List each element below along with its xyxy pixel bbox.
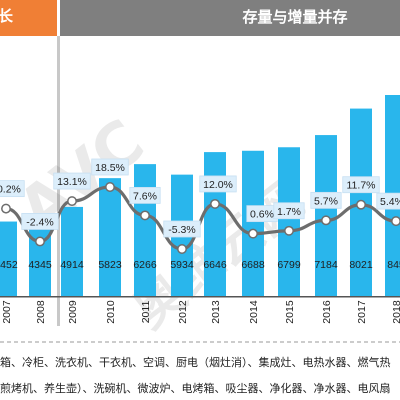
growth-label-box-2018 xyxy=(376,192,400,210)
growth-label-box-2008 xyxy=(21,213,59,230)
left-header-band xyxy=(0,0,57,36)
footer-line-2: 煎烤机、养生壶）、洗碗机、微波炉、电烤箱、吸尘器、净化器、净水器、电风扇 xyxy=(0,381,391,395)
growth-point-2014 xyxy=(248,228,258,239)
growth-label-2011: 7.6% xyxy=(133,190,157,202)
growth-point-2011 xyxy=(140,210,150,221)
bar-2010 xyxy=(99,178,121,296)
bar-2007 xyxy=(0,221,17,296)
value-label-2011: 6266 xyxy=(133,259,157,271)
value-label-2010: 5823 xyxy=(98,259,122,271)
year-label-2008: 2008 xyxy=(35,300,47,324)
right-header-band xyxy=(60,0,400,36)
growth-label-2010: 18.5% xyxy=(95,162,125,174)
growth-label-box-2012 xyxy=(163,220,201,238)
growth-point-2012 xyxy=(177,244,187,254)
value-label-2009: 4914 xyxy=(60,259,84,271)
year-label-2009: 2009 xyxy=(67,300,79,324)
value-label-2014: 6688 xyxy=(241,259,265,271)
growth-label-box-2009 xyxy=(53,172,91,190)
growth-point-2017 xyxy=(356,199,366,210)
bar-2008 xyxy=(29,224,51,296)
growth-label-box-2017 xyxy=(342,176,380,194)
bar-2015 xyxy=(278,147,300,296)
growth-point-2016 xyxy=(321,215,331,226)
labels-layer: 10.2% -2.4% 13.1% 18.5% 7.6% -5.3% 12.0% 0.6%1.… xyxy=(0,158,400,271)
growth-point-2010 xyxy=(105,182,115,192)
value-label-2012: 5934 xyxy=(170,259,194,271)
value-label-2017: 8021 xyxy=(349,259,373,271)
growth-label-2017: 11.7% xyxy=(347,180,376,192)
growth-label-2018: 5.4% xyxy=(380,196,400,208)
growth-label-box-2010 xyxy=(91,158,129,176)
year-label-2015: 2015 xyxy=(284,300,296,324)
year-label-2014: 2014 xyxy=(248,300,260,324)
growth-label-box-2016 xyxy=(310,191,342,209)
year-label-2017: 2017 xyxy=(356,300,368,324)
value-label-2018: 845 xyxy=(387,259,400,271)
growth-point-2018 xyxy=(391,216,400,227)
value-label-2015: 6799 xyxy=(277,259,301,271)
growth-label-2012: -5.3% xyxy=(168,224,195,236)
growth-point-2008 xyxy=(35,236,45,247)
year-label-2010: 2010 xyxy=(105,300,117,324)
growth-label-2013: 12.0% xyxy=(203,179,233,191)
year-axis: 2007 2008 2009 2010 2011 2012 2013 2014 2015 2016… xyxy=(1,300,400,324)
growth-point-2007 xyxy=(1,203,11,214)
bar-2011 xyxy=(134,164,156,296)
value-label-2013: 6646 xyxy=(203,259,227,271)
growth-point-2009 xyxy=(67,196,77,207)
growth-point-2013 xyxy=(210,198,220,209)
x-axis-baseline xyxy=(0,296,400,298)
year-label-2012: 2012 xyxy=(177,300,189,324)
growth-point-2015 xyxy=(284,225,294,236)
growth-label-box-2013 xyxy=(199,175,237,193)
growth-label-2009: 13.1% xyxy=(57,176,87,188)
year-label-2007: 2007 xyxy=(1,300,13,324)
value-label-2008: 4345 xyxy=(28,259,52,271)
growth-label-2016: 5.7% xyxy=(314,195,338,207)
year-label-2011: 2011 xyxy=(140,301,152,324)
value-label-2016: 7184 xyxy=(314,259,338,271)
footer-line-1: 箱、冷柜、洗衣机、干衣机、空调、厨电（烟灶消）、集成灶、电热水器、燃气热 xyxy=(0,355,391,369)
right-header-label: 存量与增量并存 xyxy=(242,8,347,26)
year-label-2018: 2018 xyxy=(391,300,400,324)
year-label-2016: 2016 xyxy=(321,300,333,324)
left-header-label: 长 xyxy=(0,7,14,25)
growth-label-2015: 1.7% xyxy=(277,206,301,218)
bar-2013 xyxy=(204,152,226,296)
growth-label-2007: 10.2% xyxy=(0,184,21,196)
growth-label-2014: 0.6% xyxy=(250,209,274,221)
growth-label-box-2015 xyxy=(273,202,305,220)
year-label-2013: 2013 xyxy=(210,300,222,324)
growth-label-2008: -2.4% xyxy=(26,216,53,228)
growth-label-box-2007 xyxy=(0,180,25,198)
growth-label-box-2011 xyxy=(129,186,161,204)
bar-2009 xyxy=(61,206,83,296)
bar-2014 xyxy=(242,150,264,296)
